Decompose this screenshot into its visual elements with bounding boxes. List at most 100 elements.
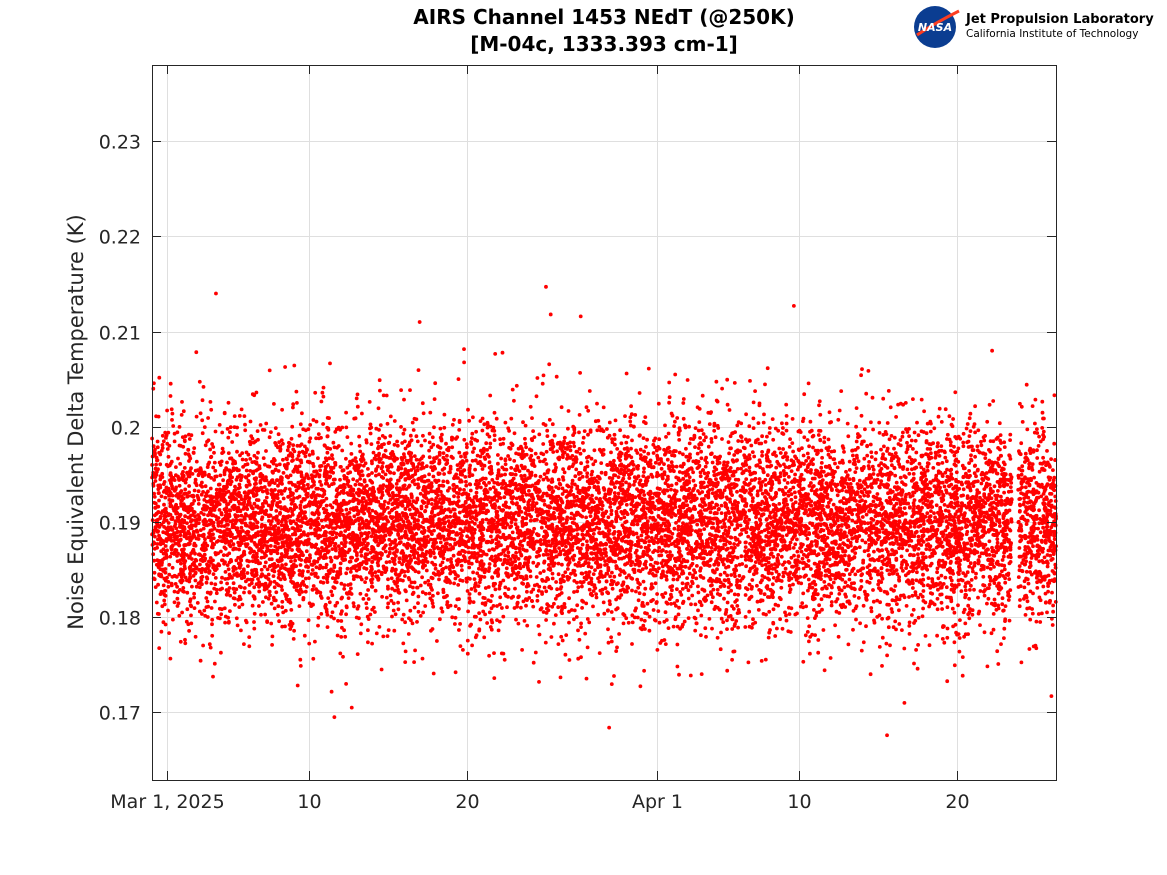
- data-point: [910, 613, 914, 617]
- data-point: [886, 625, 891, 630]
- data-point: [481, 609, 486, 614]
- data-point: [681, 401, 686, 405]
- data-point: [391, 608, 396, 613]
- data-point: [828, 656, 833, 660]
- data-point: [192, 498, 197, 503]
- data-point: [277, 440, 281, 445]
- data-point: [978, 623, 982, 627]
- data-point: [556, 642, 561, 646]
- data-point: [270, 643, 274, 647]
- data-point: [552, 621, 556, 626]
- data-point: [809, 567, 813, 571]
- data-point: [656, 445, 661, 449]
- data-point: [501, 436, 506, 441]
- data-point: [606, 608, 610, 613]
- data-point: [847, 468, 852, 472]
- data-point: [579, 625, 583, 629]
- data-point: [270, 634, 275, 639]
- data-point: [411, 462, 415, 467]
- data-point: [351, 577, 356, 581]
- data-point: [1040, 611, 1044, 616]
- data-point: [503, 553, 507, 558]
- chart-title-line1: AIRS Channel 1453 NEdT (@250K): [413, 5, 795, 29]
- data-point: [474, 614, 478, 619]
- data-point: [642, 592, 647, 597]
- data-point: [624, 371, 629, 376]
- data-point: [913, 530, 918, 535]
- data-point: [390, 502, 395, 507]
- data-point: [528, 518, 533, 523]
- data-point: [1049, 694, 1054, 698]
- data-point: [158, 452, 163, 457]
- data-point: [461, 648, 465, 652]
- data-point: [595, 428, 600, 433]
- data-point: [784, 402, 789, 407]
- data-point: [412, 605, 417, 610]
- data-point: [524, 445, 528, 450]
- data-point: [627, 476, 632, 480]
- data-point: [377, 625, 382, 629]
- data-point: [685, 547, 690, 551]
- data-point: [431, 474, 436, 479]
- data-point: [552, 601, 556, 606]
- data-point: [549, 635, 554, 639]
- data-point: [343, 634, 348, 639]
- data-point: [192, 591, 197, 596]
- data-point: [606, 515, 611, 520]
- data-point: [572, 590, 576, 594]
- data-point: [696, 446, 701, 450]
- data-point: [364, 576, 369, 580]
- data-point: [706, 444, 711, 449]
- data-point: [334, 535, 338, 539]
- data-point: [621, 621, 626, 626]
- data-point: [854, 406, 859, 410]
- data-point: [606, 529, 611, 533]
- data-point: [586, 432, 590, 437]
- data-point: [376, 440, 380, 445]
- data-point: [499, 651, 504, 656]
- data-point: [171, 424, 176, 428]
- data-point: [708, 510, 713, 515]
- data-point: [243, 422, 247, 427]
- data-point: [216, 516, 221, 520]
- data-point: [584, 601, 589, 606]
- data-point: [915, 570, 919, 575]
- data-point: [829, 600, 834, 604]
- data-point: [715, 635, 720, 640]
- data-point: [213, 468, 218, 473]
- data-point: [675, 587, 679, 592]
- data-point: [710, 460, 715, 465]
- data-point: [1020, 464, 1025, 469]
- data-point: [867, 460, 871, 464]
- data-point: [676, 612, 681, 617]
- data-point: [763, 657, 768, 662]
- data-point: [354, 558, 358, 563]
- data-point: [812, 561, 817, 566]
- data-point: [228, 574, 233, 579]
- data-point: [181, 409, 186, 414]
- data-point: [1050, 623, 1055, 627]
- data-point: [1037, 469, 1042, 474]
- data-point: [423, 604, 428, 608]
- data-point: [856, 459, 861, 464]
- data-point: [762, 592, 767, 597]
- data-point: [617, 632, 621, 636]
- data-point: [414, 434, 419, 439]
- data-point: [1027, 535, 1031, 539]
- data-point: [298, 563, 303, 567]
- data-point: [330, 457, 335, 461]
- data-point: [796, 554, 801, 559]
- data-point: [624, 502, 629, 507]
- data-point: [827, 568, 832, 573]
- data-point: [288, 451, 293, 456]
- data-point: [492, 676, 497, 680]
- data-point: [716, 525, 720, 530]
- data-point: [821, 469, 826, 474]
- data-point: [1046, 589, 1050, 594]
- data-point: [339, 635, 344, 639]
- data-point: [410, 420, 415, 425]
- data-point: [1019, 554, 1023, 559]
- data-point: [536, 624, 541, 628]
- data-point: [776, 553, 781, 557]
